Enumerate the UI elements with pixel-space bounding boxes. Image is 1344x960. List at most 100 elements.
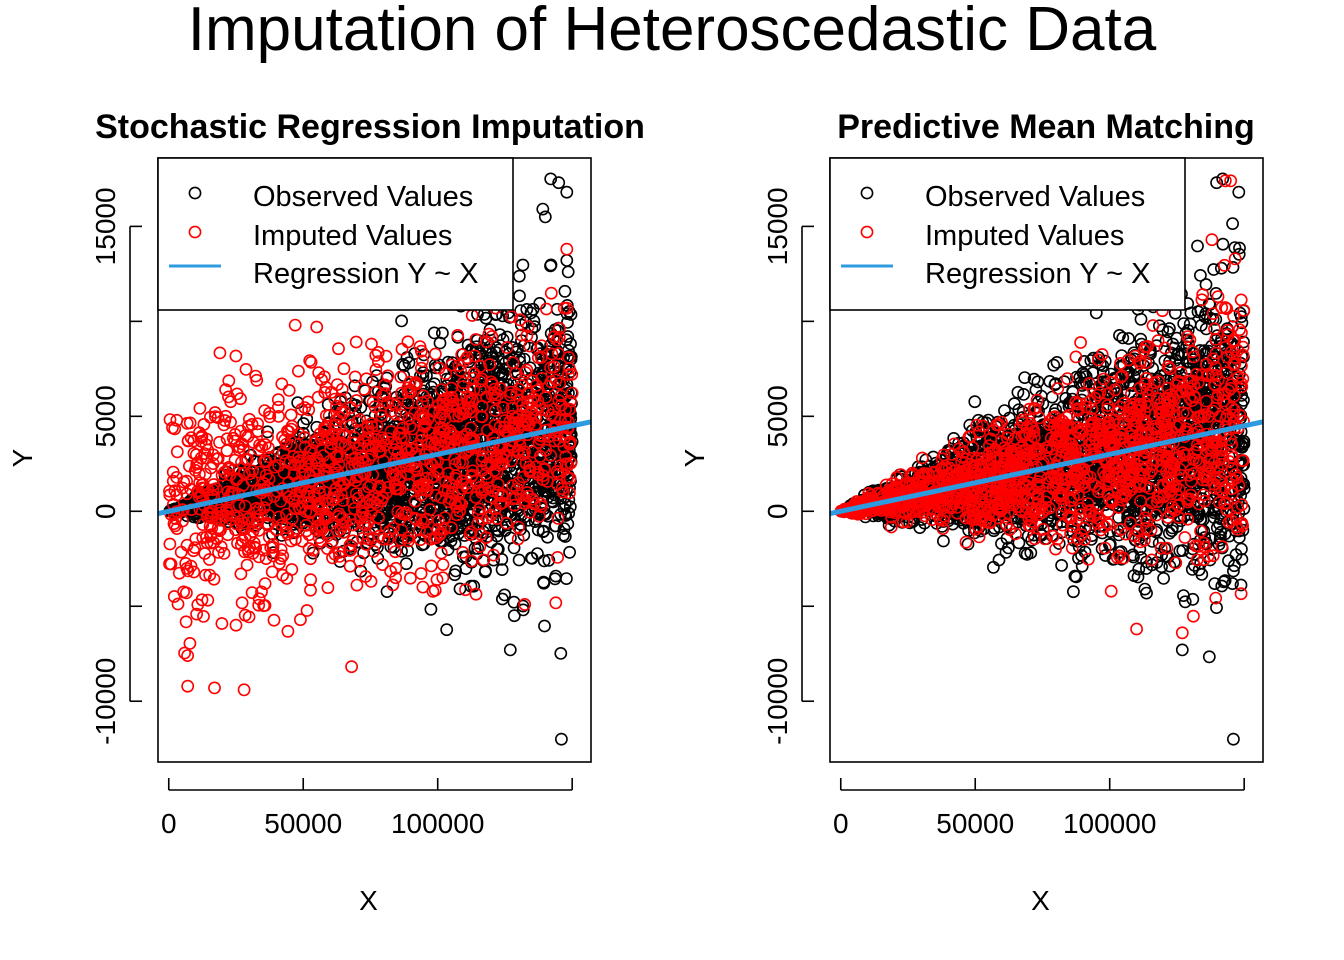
legend-entry: Imputed Values <box>253 220 452 252</box>
imputed-point <box>314 534 328 548</box>
observed-point <box>495 563 509 576</box>
imputed-point <box>436 558 450 571</box>
imputed-point <box>359 570 372 583</box>
imputed-point <box>232 498 246 512</box>
imputed-point <box>181 434 195 448</box>
imputed-point <box>453 455 467 469</box>
imputed-point <box>304 583 317 597</box>
imputed-point <box>403 383 417 397</box>
imputed-point <box>553 377 567 390</box>
imputed-point <box>235 596 249 610</box>
imputed-point <box>332 342 345 356</box>
imputed-point <box>532 509 546 523</box>
imputed-point <box>235 437 249 451</box>
imputed-point <box>468 349 482 363</box>
imputed-point <box>181 564 195 578</box>
imputed-point <box>187 565 201 579</box>
observed-point <box>552 176 566 190</box>
imputed-point <box>483 358 496 371</box>
imputed-point <box>261 441 275 455</box>
imputed-point <box>416 410 430 424</box>
imputed-point <box>213 346 227 360</box>
imputed-point <box>181 649 194 662</box>
observed-point <box>558 284 572 298</box>
imputed-point <box>345 660 358 674</box>
imputed-point <box>195 429 209 443</box>
imputed-point <box>414 433 428 447</box>
observed-point <box>1215 261 1228 275</box>
imputed-point <box>527 497 541 511</box>
imputed-point <box>293 613 307 627</box>
observed-point <box>526 302 540 316</box>
imputed-point <box>336 494 350 507</box>
imputed-point <box>288 458 302 472</box>
imputed-point <box>179 615 193 629</box>
imputed-point <box>238 545 251 559</box>
imputed-point <box>369 348 383 362</box>
imputed-point <box>513 313 527 327</box>
observed-point <box>541 490 555 504</box>
imputed-point <box>381 532 395 546</box>
observed-point <box>326 510 340 523</box>
imputed-point <box>252 443 266 457</box>
imputed-point <box>331 438 345 452</box>
panel-title: Predictive Mean Matching <box>837 108 1255 146</box>
observed-point <box>555 732 568 746</box>
imputed-point <box>560 301 574 315</box>
imputed-point <box>563 486 576 500</box>
imputed-point <box>229 523 242 537</box>
imputed-point <box>295 534 309 548</box>
imputed-point <box>302 542 316 555</box>
imputed-point <box>409 512 423 526</box>
observed-point <box>474 349 488 363</box>
imputed-point <box>562 361 576 375</box>
imputed-point <box>291 455 305 469</box>
observed-point <box>559 333 573 347</box>
imputed-point <box>489 404 502 417</box>
imputed-point <box>477 553 491 567</box>
observed-point <box>537 554 551 568</box>
observed-point <box>503 643 517 657</box>
observed-point <box>395 314 408 328</box>
imputed-point <box>532 399 546 413</box>
imputed-point <box>315 373 328 387</box>
imputed-point <box>188 463 202 477</box>
y-tick-label: 5000 <box>90 385 121 447</box>
imputed-point <box>518 598 532 611</box>
imputed-point <box>388 545 402 559</box>
imputed-point <box>511 532 525 546</box>
imputed-point <box>414 361 428 375</box>
imputed-point <box>203 410 217 424</box>
imputed-point <box>163 557 176 571</box>
observed-point <box>516 258 530 272</box>
observed-point <box>503 531 517 545</box>
imputed-point <box>505 401 519 415</box>
imputed-point <box>562 368 575 381</box>
imputed-point <box>366 439 380 453</box>
imputed-point <box>252 465 266 479</box>
imputed-point <box>311 456 325 470</box>
imputed-point <box>328 392 342 406</box>
imputed-point <box>353 554 366 568</box>
y-tick-label: 15000 <box>90 187 121 265</box>
imputed-point <box>206 448 220 462</box>
imputed-point <box>238 608 252 622</box>
imputed-point <box>415 354 429 368</box>
imputed-point <box>369 363 383 376</box>
imputed-point <box>536 469 550 482</box>
imputed-point <box>512 382 526 396</box>
imputed-point <box>238 499 252 513</box>
imputed-point <box>469 490 483 504</box>
imputed-point <box>259 552 273 565</box>
imputed-point <box>389 468 402 482</box>
observed-point <box>310 420 324 434</box>
imputed-point <box>250 373 264 387</box>
imputed-point <box>307 436 321 450</box>
observed-point <box>538 210 552 224</box>
imputed-point <box>505 310 519 324</box>
observed-point <box>1194 268 1207 282</box>
imputed-point <box>224 415 237 429</box>
observed-point <box>428 502 442 515</box>
imputed-point <box>217 547 231 560</box>
